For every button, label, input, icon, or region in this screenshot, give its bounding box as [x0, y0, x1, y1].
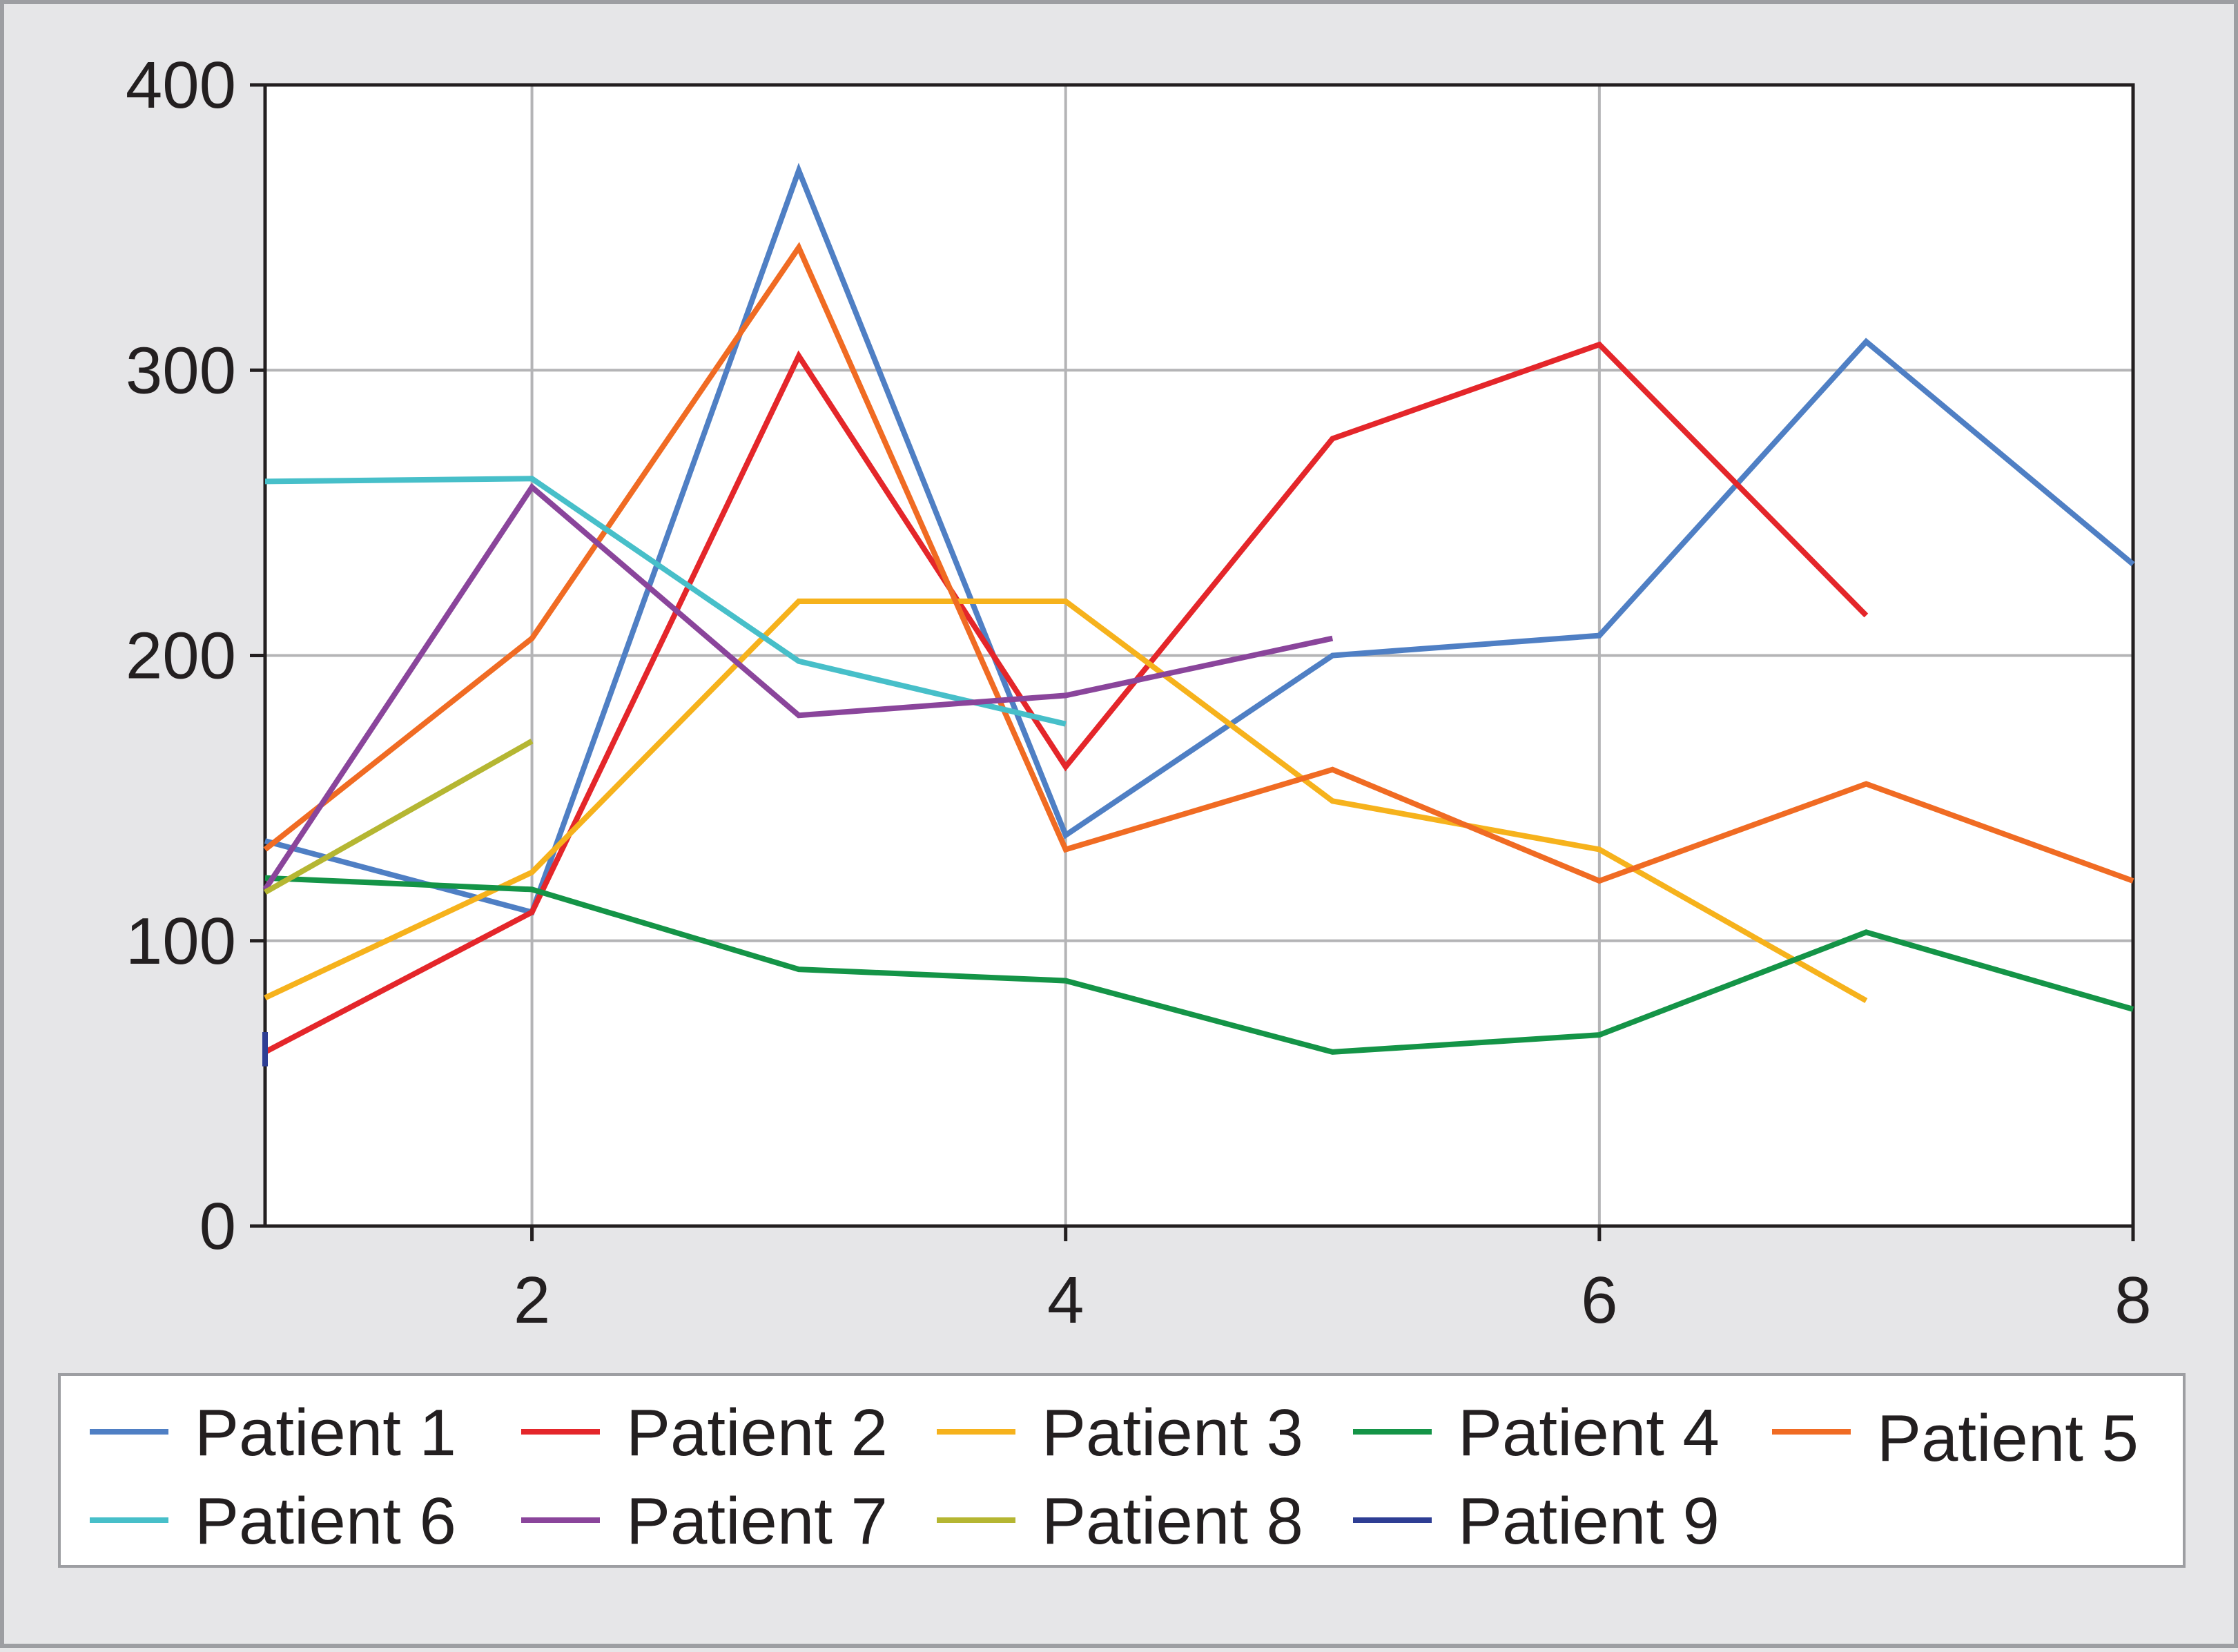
legend-label-patient-7: Patient 7 [626, 1484, 888, 1558]
series-line-patient-4 [264, 875, 2134, 1055]
x-tick-label: 2 [514, 1263, 550, 1337]
y-tick-label: 300 [126, 333, 236, 407]
y-tick-label: 200 [126, 619, 236, 693]
series-lines [262, 162, 2135, 1067]
y-tick-label: 100 [126, 904, 236, 978]
series-line-patient-6 [264, 476, 1067, 727]
series-line-patient-8 [264, 739, 534, 895]
series-line-patient-7 [262, 483, 1334, 891]
x-tick-label: 6 [1581, 1263, 1617, 1337]
legend-label-patient-2: Patient 2 [626, 1396, 888, 1470]
legend-label-patient-4: Patient 4 [1458, 1396, 1720, 1470]
legend-label-patient-9: Patient 9 [1458, 1484, 1720, 1558]
series-line-patient-3 [264, 599, 1868, 1003]
legend-label-patient-5: Patient 5 [1877, 1401, 2139, 1475]
grid-lines [265, 84, 2134, 1227]
legend-label-patient-8: Patient 8 [1042, 1484, 1303, 1558]
legend: Patient 1 Patient 2 Patient 3 Patient 4 Pati… [58, 1373, 2186, 1568]
series-line-patient-5 [263, 242, 2134, 884]
series-line-patient-1 [264, 162, 2135, 916]
legend-label-patient-6: Patient 6 [195, 1484, 456, 1558]
legend-label-patient-3: Patient 3 [1042, 1396, 1303, 1470]
tick-labels: 0 100 200 300 400 2 4 6 8 [126, 48, 2152, 1337]
x-tick-label: 8 [2114, 1263, 2151, 1337]
axes [250, 83, 2135, 1241]
series-line-patient-2 [264, 341, 1869, 1055]
x-tick-label: 4 [1047, 1263, 1084, 1337]
y-tick-label: 0 [200, 1189, 236, 1263]
legend-label-patient-1: Patient 1 [195, 1396, 456, 1470]
y-tick-label: 400 [126, 48, 236, 122]
legend-box [58, 1373, 2186, 1568]
